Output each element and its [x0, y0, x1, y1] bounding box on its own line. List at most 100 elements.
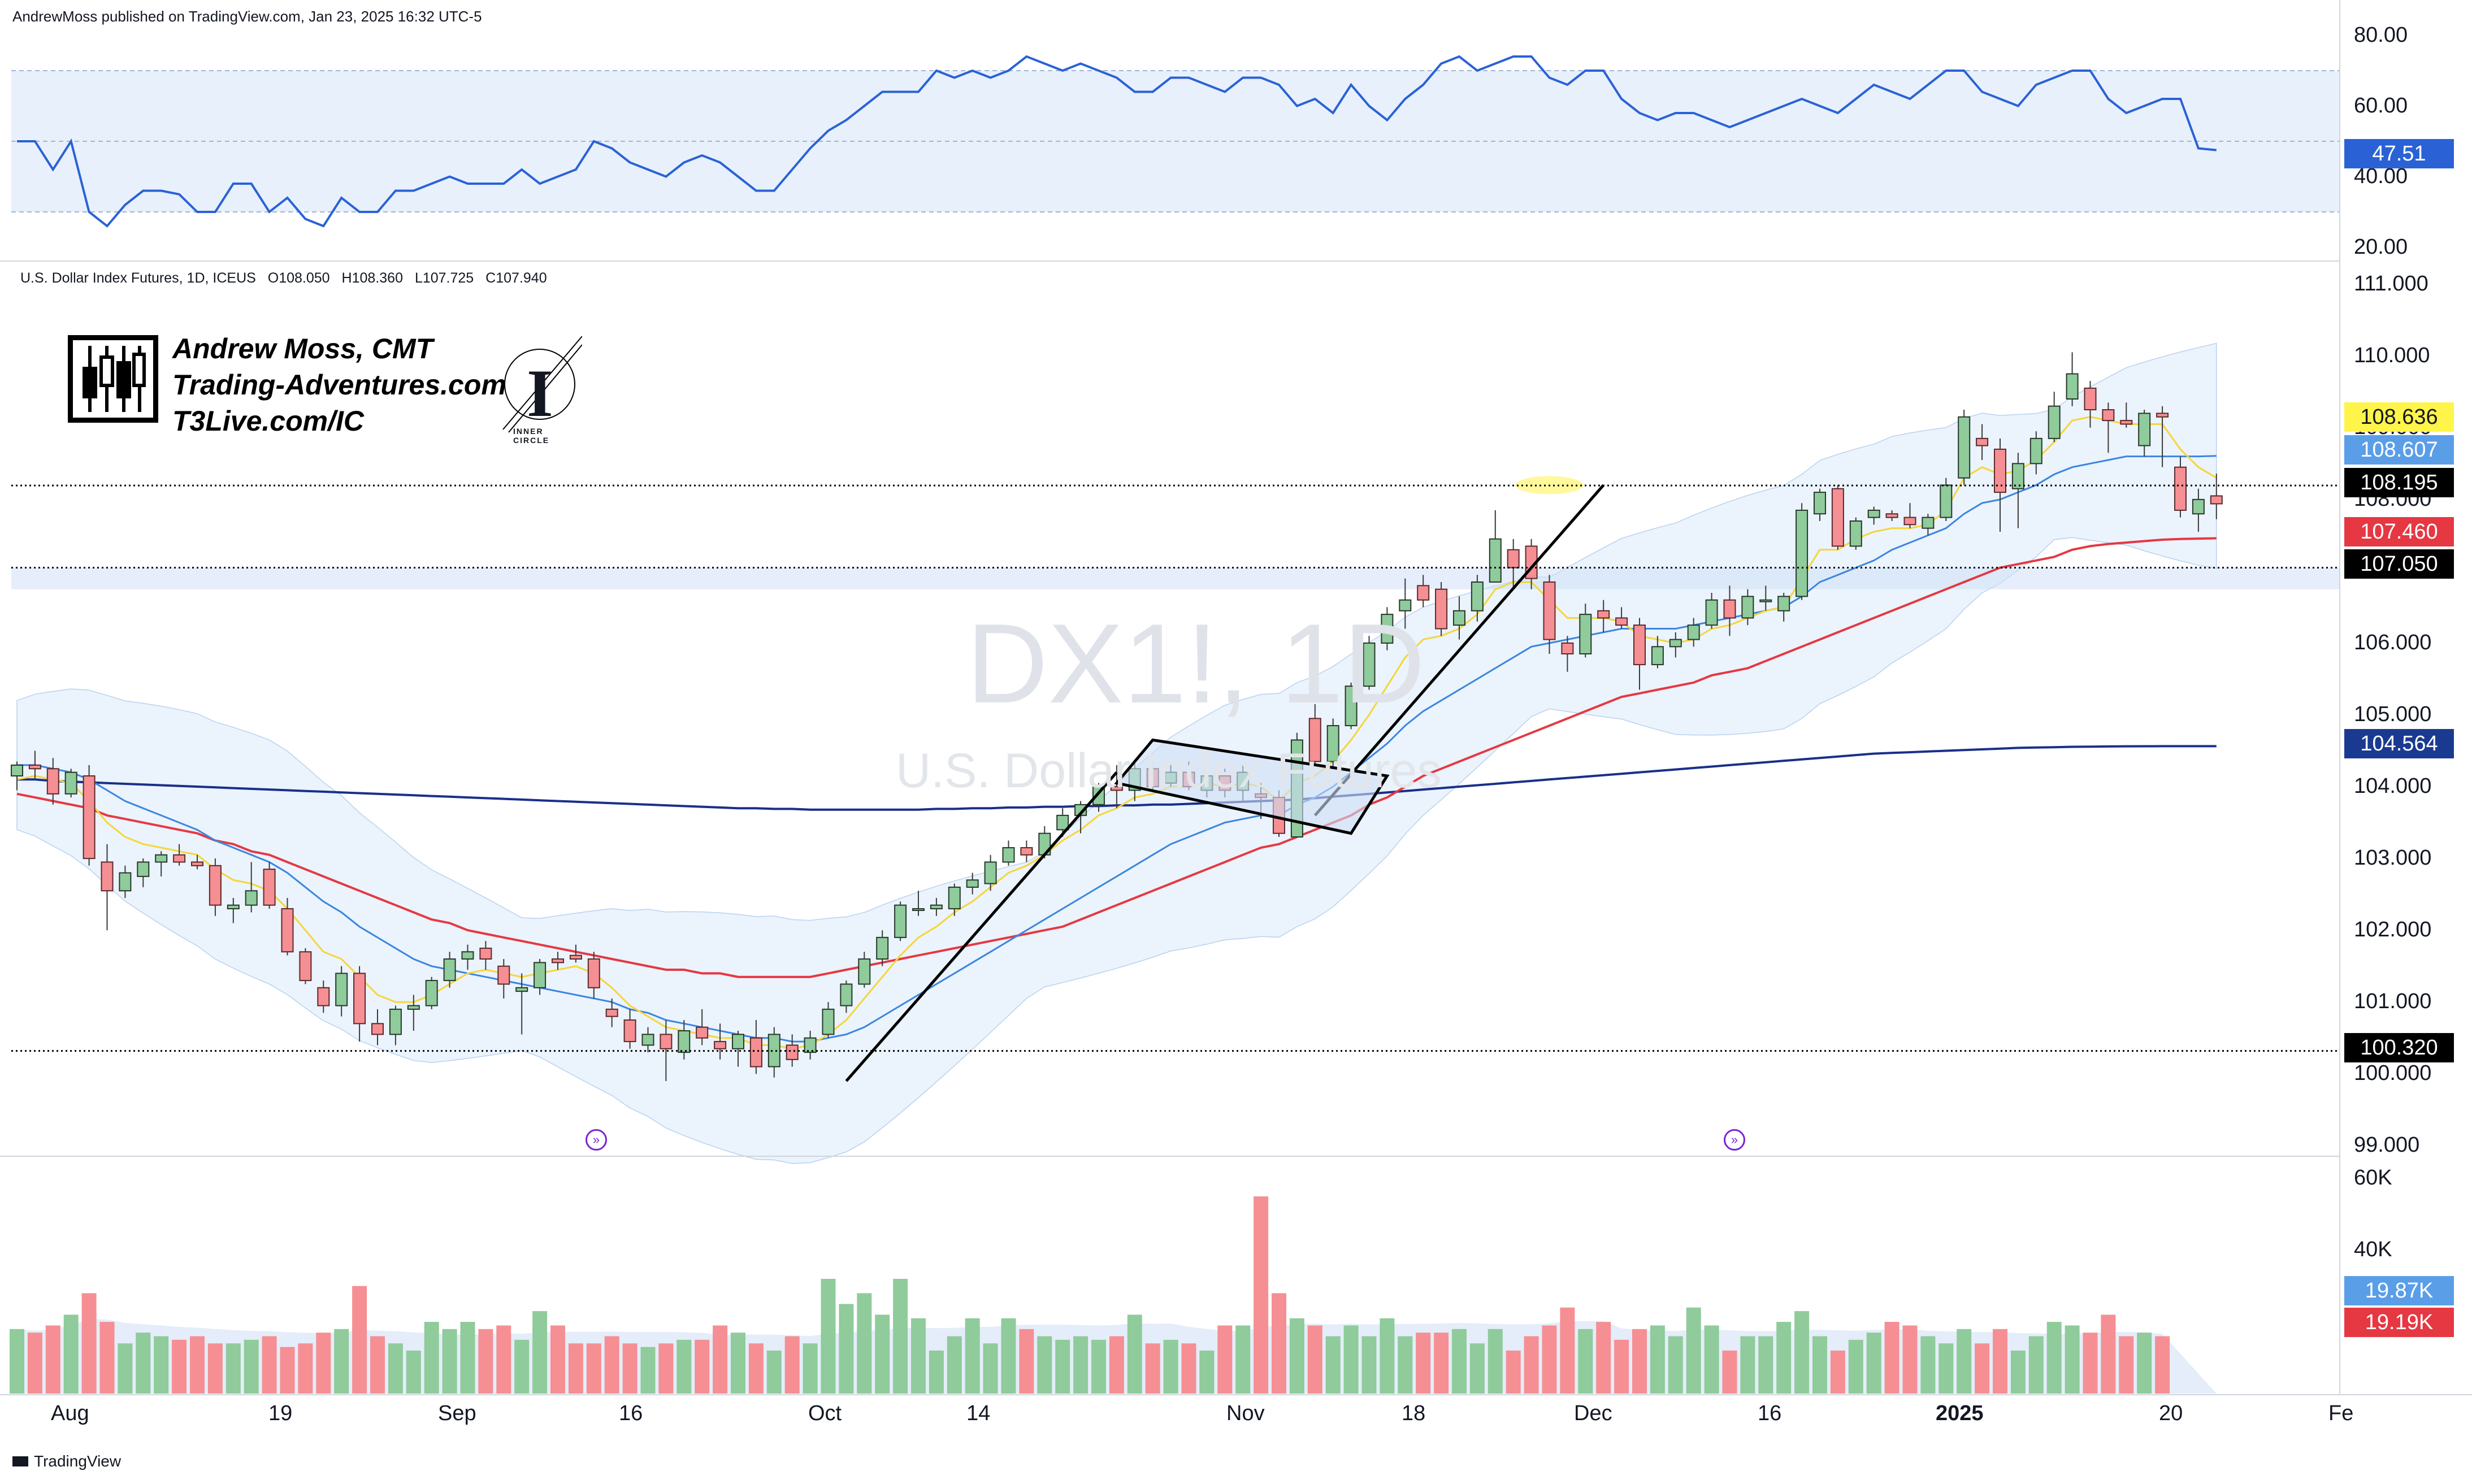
rsi-tick-label: 60.00 [2354, 93, 2408, 118]
candle-body [1579, 614, 1592, 655]
volume-bar [1704, 1325, 1719, 1394]
candle [1759, 585, 1772, 611]
candle-body [1849, 520, 1862, 547]
candle [11, 761, 23, 791]
volume-bar [207, 1343, 223, 1394]
candle [2084, 381, 2097, 428]
volume-bar [460, 1322, 475, 1394]
candle-body [1381, 614, 1394, 644]
rsi-line [17, 55, 2217, 228]
candle-body [804, 1037, 817, 1053]
candle-body [948, 886, 961, 910]
candle-body [2011, 463, 2024, 489]
candle [209, 858, 222, 916]
candle-body [1110, 786, 1123, 791]
candle [1543, 575, 1556, 654]
volume-bar [857, 1293, 872, 1394]
tradingview-mark-icon [12, 1456, 28, 1466]
ohlc-low: L107.725 [414, 270, 474, 286]
symbol-name[interactable]: U.S. Dollar Index Futures, 1D, ICEUS [20, 270, 256, 286]
volume-bar [1632, 1329, 1647, 1394]
volume-bar [2119, 1336, 2134, 1394]
candle [1615, 607, 1628, 629]
watermark-ticker: DX1!, 1D [966, 601, 1425, 727]
price-tick-label: 111.000 [2354, 271, 2428, 296]
candle [2210, 474, 2223, 519]
event-flag-icon[interactable]: » [1724, 1129, 1745, 1151]
tradingview-logo[interactable]: TradingView [12, 1452, 121, 1470]
candle [479, 941, 492, 970]
volume-bar [2046, 1322, 2062, 1394]
volume-bar [1055, 1339, 1070, 1394]
candle [173, 844, 186, 866]
candle [732, 1031, 744, 1067]
volume-bar [713, 1325, 728, 1394]
candle [1308, 704, 1321, 765]
volume-bar [1343, 1325, 1359, 1394]
volume-bar [406, 1350, 421, 1394]
candle [1597, 600, 1610, 632]
volume-bar [1037, 1336, 1052, 1394]
brand-author: Andrew Moss, CMT [172, 333, 433, 365]
volume-bar [225, 1343, 241, 1394]
candle-body [822, 1008, 835, 1035]
volume-bar [1776, 1322, 1792, 1394]
volume-bar [1722, 1350, 1737, 1394]
volume-bar [532, 1311, 548, 1394]
candle-body [2102, 409, 2115, 422]
volume-bar [1181, 1343, 1196, 1394]
candle [605, 998, 618, 1027]
candle [1489, 510, 1502, 583]
candle [407, 995, 420, 1031]
volume-bar [568, 1343, 583, 1394]
candle [1940, 478, 1953, 521]
candle-body [371, 1023, 384, 1035]
volume-bar [1506, 1350, 1521, 1394]
candle [2066, 352, 2079, 406]
candle [317, 980, 330, 1013]
inner-circle-logo-icon: I INNER CIRCLE [497, 331, 582, 445]
volume-bar [1145, 1343, 1160, 1394]
candle-body [984, 861, 997, 884]
candle [1381, 607, 1394, 650]
candle [1831, 485, 1844, 550]
candle [1705, 593, 1718, 629]
volume-bar [1975, 1343, 1990, 1394]
volume-bar [496, 1325, 511, 1394]
volume-bar [1668, 1336, 1683, 1394]
time-tick-label: Nov [1226, 1401, 1265, 1425]
candle-body [912, 908, 925, 912]
candle [1435, 582, 1448, 636]
volume-bar [1199, 1350, 1215, 1394]
volume-bar [1487, 1329, 1503, 1394]
event-flag-icon[interactable]: » [586, 1129, 607, 1151]
volume-bar [2083, 1333, 2098, 1394]
volume-bar [118, 1343, 133, 1394]
candle-body [1687, 624, 1700, 640]
candle-body [641, 1034, 654, 1046]
volume-bar [1957, 1329, 1972, 1394]
volume-bar [1073, 1336, 1088, 1394]
volume-bar [1361, 1336, 1377, 1394]
volume-bar [10, 1329, 24, 1394]
candle-body [497, 965, 510, 985]
candle-body [1543, 581, 1556, 640]
trendline-up [1313, 484, 1605, 817]
volume-bar [99, 1322, 115, 1394]
candle-body [894, 904, 907, 938]
volume-bar [1830, 1350, 1845, 1394]
volume-bar [1614, 1339, 1629, 1394]
volume-bar [1542, 1325, 1557, 1394]
candle-body [767, 1034, 780, 1068]
candle-body [191, 861, 203, 866]
candle [1020, 840, 1033, 862]
volume-bar [244, 1339, 259, 1394]
candle-body [515, 987, 528, 992]
candle [641, 1027, 654, 1053]
candle [552, 952, 564, 970]
volume-bar [1109, 1336, 1124, 1394]
candle [2138, 410, 2151, 457]
branding-block: Andrew Moss, CMT Trading-Adventures.com … [68, 331, 605, 445]
candle [281, 897, 294, 956]
